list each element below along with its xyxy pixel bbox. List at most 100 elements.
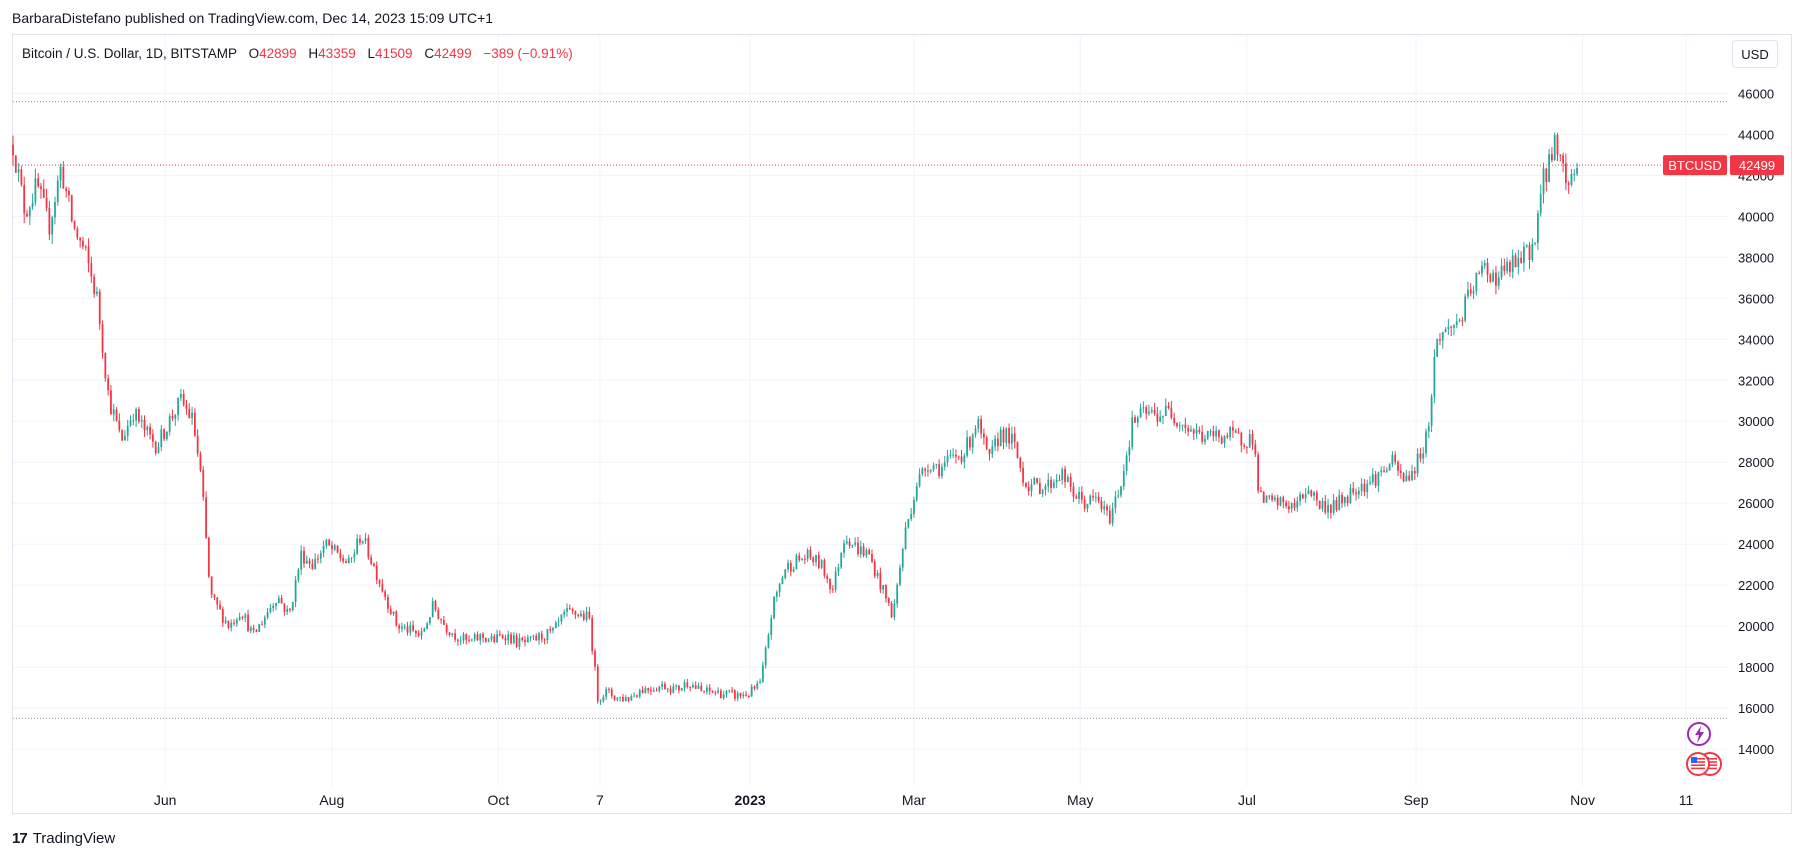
candle-body [322, 545, 325, 553]
candle [1433, 349, 1436, 404]
y-tick-label: 34000 [1738, 332, 1774, 347]
candle-body [1517, 257, 1520, 267]
candle-body [714, 692, 717, 694]
candle-body [1570, 174, 1573, 185]
candle-body [1497, 277, 1500, 286]
time-axis[interactable]: Jun Aug Oct 7 2023 Mar May Jul Sep Nov 11 [154, 792, 1694, 808]
x-tick-label: Mar [902, 792, 926, 808]
candle-body [901, 548, 904, 568]
candle [1408, 470, 1411, 482]
candle-body [193, 412, 196, 436]
candle [392, 611, 395, 616]
candle-body [1564, 163, 1567, 183]
candle-body [297, 569, 300, 581]
candle-body [719, 690, 722, 699]
candle-body [431, 600, 434, 618]
candle-body [403, 626, 406, 628]
candle-body [778, 583, 781, 593]
candle [1190, 425, 1192, 432]
candle [803, 554, 806, 565]
candle-body [515, 635, 518, 647]
candle [946, 449, 949, 467]
symbol-title[interactable]: Bitcoin / U.S. Dollar, 1D, BITSTAMP [22, 46, 237, 61]
candle [862, 543, 865, 558]
event-icons[interactable] [1686, 722, 1722, 776]
candle [107, 374, 110, 396]
candle [1352, 481, 1355, 496]
candle [1405, 470, 1408, 482]
candle-body [1153, 410, 1156, 414]
candle-body [666, 688, 669, 690]
candle-body [490, 636, 493, 640]
candle [235, 617, 238, 628]
candle-body [1195, 429, 1198, 434]
candle-body [1419, 453, 1422, 459]
candle-body [235, 619, 238, 624]
candle [963, 453, 966, 469]
candle-body [647, 688, 650, 691]
candle-body [700, 685, 703, 691]
candle-body [1061, 468, 1064, 480]
candle-body [1246, 446, 1248, 448]
ticker-tag-bg [1663, 155, 1727, 176]
candle-body [1083, 499, 1086, 509]
candle-body [969, 437, 971, 448]
candle [1036, 477, 1038, 485]
candle [759, 678, 761, 684]
x-tick-label: 7 [596, 792, 604, 808]
currency-button[interactable]: USD [1732, 40, 1778, 68]
candle [1385, 467, 1388, 473]
candle [529, 635, 532, 642]
candle [792, 566, 795, 573]
candle [641, 686, 644, 694]
candle-body [1576, 167, 1578, 174]
candle [138, 406, 140, 424]
candle-body [328, 539, 331, 546]
candle [1304, 488, 1307, 503]
candle [1218, 429, 1220, 443]
candle-body [868, 549, 871, 554]
candle-body [269, 608, 272, 613]
candle [574, 610, 577, 619]
footer-branding[interactable]: 17 TradingView [12, 830, 115, 847]
candle [1237, 427, 1240, 434]
candle [1072, 482, 1075, 503]
lightning-event-icon[interactable] [1687, 722, 1711, 746]
candle [1383, 466, 1385, 473]
candle-body [1514, 255, 1517, 267]
candle [789, 560, 792, 577]
candle [638, 688, 641, 699]
candle [501, 634, 504, 640]
candle-body [1187, 427, 1190, 432]
us-flag-event-icon[interactable] [1686, 752, 1722, 776]
candle-body [258, 624, 261, 632]
candle [1469, 282, 1472, 297]
candle-body [627, 696, 630, 701]
candle [490, 633, 493, 643]
candle [442, 616, 445, 626]
candle-body [733, 690, 736, 699]
candle [809, 546, 812, 561]
candle-body [1271, 495, 1273, 500]
candle [1033, 476, 1036, 486]
chart-frame[interactable] [12, 34, 1792, 814]
price-axis[interactable]: 14000 16000 18000 20000 22000 24000 26000 28000… [1738, 86, 1774, 757]
candle-body [34, 178, 37, 203]
y-tick-label: 16000 [1738, 701, 1774, 716]
candle-body [484, 637, 487, 642]
candle [456, 638, 459, 646]
candle-body [703, 690, 706, 692]
candle-body [1125, 455, 1128, 471]
candle [630, 694, 633, 701]
candle-body [132, 420, 135, 422]
close-value: 42499 [434, 46, 472, 61]
candle-body [915, 486, 918, 500]
candle [23, 176, 26, 224]
candle [1458, 318, 1461, 323]
candle [1447, 318, 1450, 335]
candle [395, 610, 398, 627]
candle [1486, 258, 1489, 283]
candle-body [294, 580, 297, 603]
candle-body [87, 246, 90, 264]
